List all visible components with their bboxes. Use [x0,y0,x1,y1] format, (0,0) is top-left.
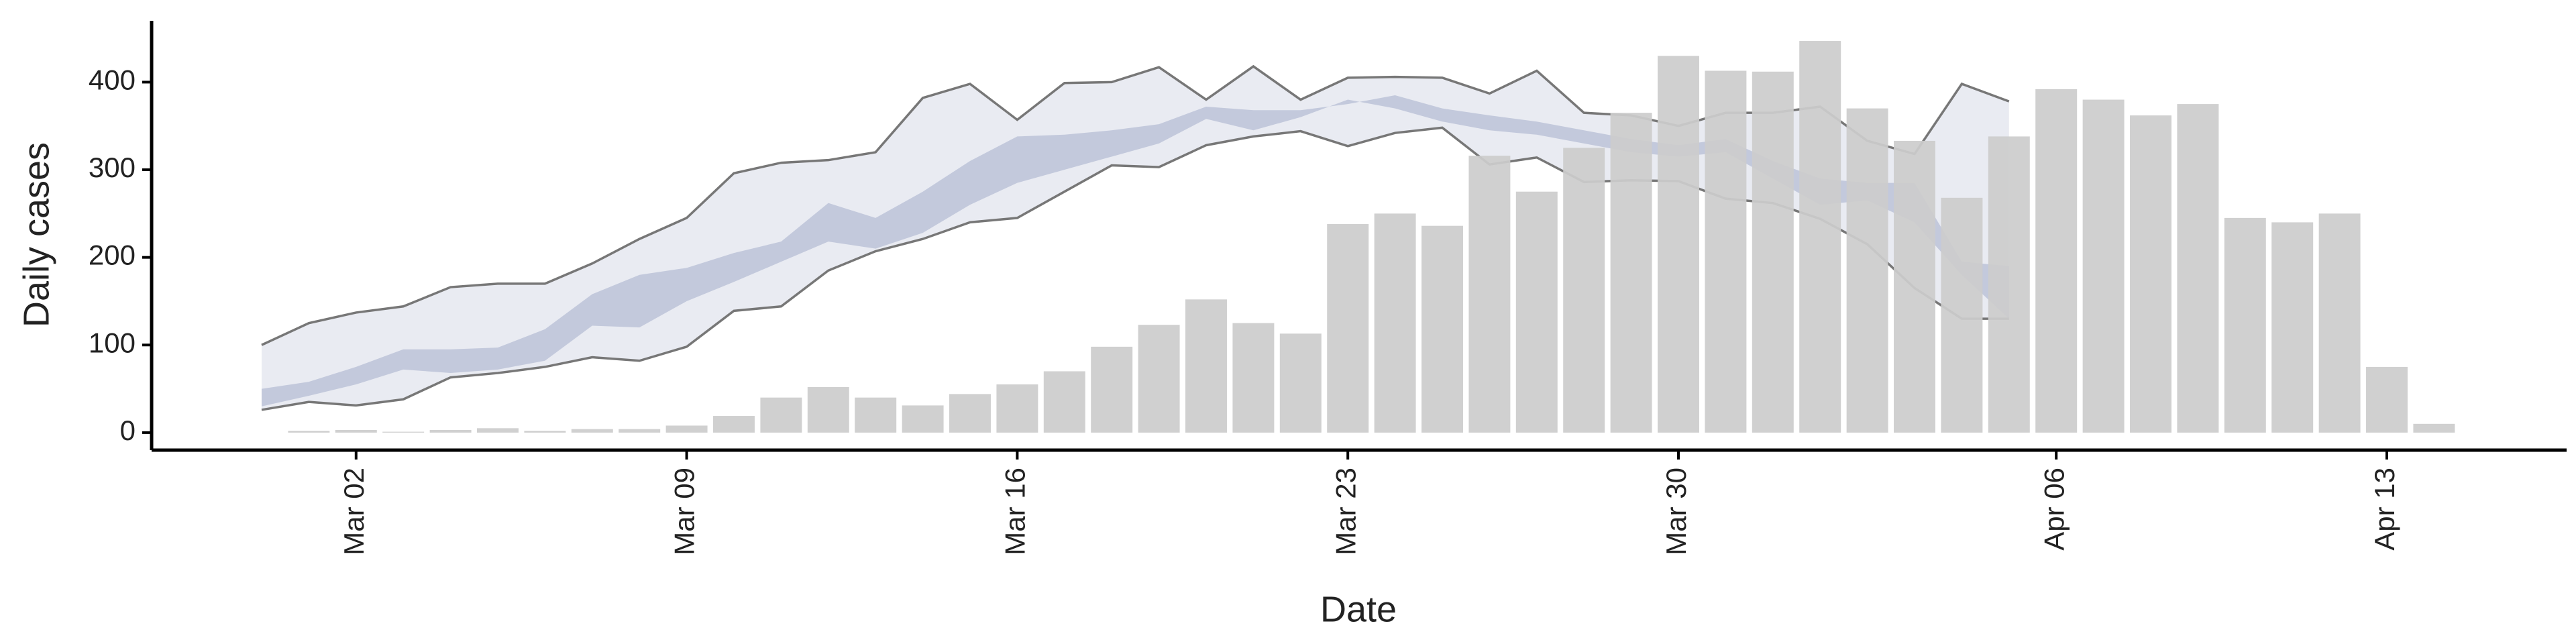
bar [1658,56,1699,433]
x-tick-label: Mar 09 [669,468,700,555]
bar [1752,71,1794,433]
bar [571,429,613,433]
bar [1468,156,1511,433]
bar [1279,333,1322,433]
bar [1232,323,1275,433]
bar [760,397,802,433]
bar [1610,113,1652,433]
bar [429,429,472,433]
bar [477,428,519,433]
x-tick-label: Mar 23 [1330,468,1361,555]
x-tick-label: Mar 30 [1660,468,1692,555]
bar [1988,136,2030,433]
x-axis-title: Date [1320,589,1397,629]
bar [2224,217,2266,433]
bar [2366,366,2408,433]
y-tick-label: 100 [89,327,136,358]
bar [1043,371,1085,433]
x-tick-label: Mar 02 [338,468,370,555]
bar [2318,213,2361,433]
bar [2082,99,2125,433]
x-tick-label: Apr 06 [2038,468,2070,551]
bar [1091,346,1133,433]
bar [1941,197,1983,433]
bar [2271,222,2314,433]
bar [619,429,661,433]
bar [382,431,425,433]
bar [807,386,849,433]
bar [713,416,755,433]
bar [1894,140,1935,433]
bar [855,397,897,433]
y-tick-label: 400 [89,64,136,96]
bar [1515,191,1558,433]
bar [902,405,944,433]
bar [1327,224,1369,433]
bar [949,394,991,433]
bar [996,384,1038,433]
bar [335,429,377,433]
bar [2035,89,2078,433]
bar [1138,325,1180,433]
x-tick-label: Mar 16 [999,468,1030,555]
y-tick-label: 300 [89,152,136,183]
bar [1799,41,1841,433]
y-tick-label: 200 [89,239,136,271]
bar [665,425,708,433]
y-axis-title: Daily cases [16,142,56,327]
bar [2177,104,2219,433]
bar [1374,213,1416,433]
bar [524,431,566,433]
bar [1846,108,1888,433]
x-tick-label: Apr 13 [2369,468,2400,551]
bar [1185,299,1227,433]
y-tick-label: 0 [120,415,136,446]
bar [2413,423,2455,433]
bar [288,431,330,433]
bar [2130,115,2171,433]
bar [1563,148,1605,433]
bar [1421,225,1463,433]
bar [1705,70,1747,433]
